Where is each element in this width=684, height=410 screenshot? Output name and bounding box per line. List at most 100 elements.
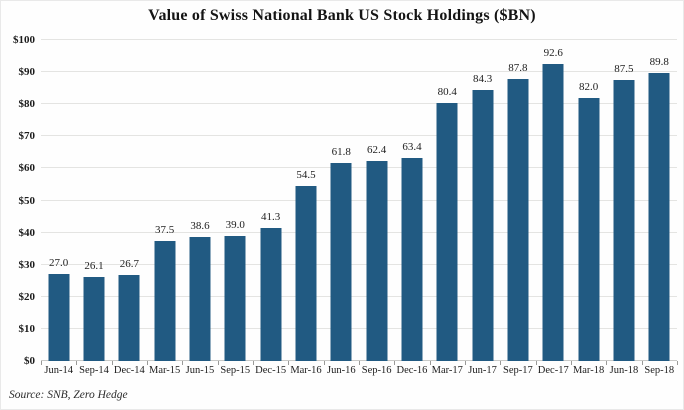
bar-mar-17 xyxy=(436,102,458,361)
x-axis-tick xyxy=(217,361,219,365)
bar-slot: 80.4 xyxy=(430,40,465,361)
bar-value-label: 61.8 xyxy=(331,145,351,158)
x-tick-label: Sep-16 xyxy=(361,365,392,376)
x-axis-tick xyxy=(323,361,325,365)
x-axis-tick xyxy=(359,361,360,365)
bar-value-label: 41.3 xyxy=(261,211,281,224)
y-axis: $0 $10 $20 $30 $40 $50 $60 $70 $80 $90 $100 xyxy=(1,34,37,367)
bar-jun-17 xyxy=(472,90,494,361)
bar-slot: 26.7 xyxy=(112,40,147,361)
x-tick-label: Mar-15 xyxy=(149,365,181,376)
bar-value-label: 54.5 xyxy=(296,169,316,182)
x-tick-label: Mar-16 xyxy=(290,365,322,376)
x-tick-label: Jun-14 xyxy=(44,365,73,376)
x-tick-label: Mar-17 xyxy=(431,365,463,376)
bar-slot: 62.4 xyxy=(359,40,394,361)
x-axis-tick xyxy=(465,361,466,365)
y-tick-label: $50 xyxy=(18,194,36,207)
x-tick-label: Jun-18 xyxy=(609,365,639,376)
x-axis: Jun-14 Sep-14 Dec-14 Mar-15 Jun-15 Sep-15 Dec-… xyxy=(41,365,677,376)
bar-slot: 87.8 xyxy=(500,40,535,361)
bar-value-label: 89.8 xyxy=(649,55,669,68)
bar-mar-16 xyxy=(295,186,317,361)
x-axis-tick xyxy=(76,361,78,365)
bar-value-label: 84.3 xyxy=(472,73,493,86)
bar-slot: 38.6 xyxy=(182,40,217,361)
bar-slot: 84.3 xyxy=(465,40,500,361)
y-tick-label: $60 xyxy=(18,162,36,175)
x-axis-tick xyxy=(41,361,42,365)
x-tick-label: Jun-15 xyxy=(185,365,215,376)
bar-value-label: 63.4 xyxy=(402,140,422,153)
x-axis-tick xyxy=(253,361,254,365)
gridline xyxy=(41,71,677,73)
bar-jun-14 xyxy=(48,274,70,361)
gridline xyxy=(41,360,677,361)
x-axis-tick xyxy=(535,361,537,365)
x-axis-tick xyxy=(111,361,113,365)
bar-value-label: 87.5 xyxy=(614,63,634,76)
gridline xyxy=(41,295,677,297)
x-axis-tick xyxy=(182,361,184,365)
gridline xyxy=(41,39,677,40)
bar-value-label: 27.0 xyxy=(49,257,69,270)
y-tick-label: $80 xyxy=(18,98,36,111)
x-axis-tick xyxy=(147,361,148,365)
bar-jun-16 xyxy=(330,162,352,361)
y-tick-label: $70 xyxy=(18,130,36,143)
gridline xyxy=(41,199,677,201)
x-axis-tick xyxy=(429,361,431,365)
gridline xyxy=(41,103,677,105)
bar-sep-15 xyxy=(224,235,246,361)
x-axis-tick xyxy=(677,361,678,365)
gridline xyxy=(41,231,677,233)
bar-value-label: 62.4 xyxy=(366,143,387,156)
y-tick-label: $10 xyxy=(18,322,36,335)
x-tick-label: Dec-14 xyxy=(113,365,145,376)
bar-slot: 37.5 xyxy=(147,40,182,361)
bar-slot: 82.0 xyxy=(571,40,606,361)
bar-sep-18 xyxy=(648,72,670,361)
y-tick-label: $30 xyxy=(18,258,36,271)
bar-value-label: 82.0 xyxy=(578,80,599,93)
bar-value-label: 37.5 xyxy=(155,223,175,236)
x-axis-tick xyxy=(641,361,643,365)
bar-sep-17 xyxy=(507,79,529,361)
bar-slot: 89.8 xyxy=(642,40,677,361)
bar-slot: 54.5 xyxy=(288,40,323,361)
bar-slot: 87.5 xyxy=(606,40,641,361)
y-tick-label: $20 xyxy=(18,290,36,303)
gridline xyxy=(41,263,677,265)
bar-mar-15 xyxy=(154,240,176,361)
x-tick-label: Sep-17 xyxy=(503,365,533,376)
x-tick-label: Sep-14 xyxy=(79,365,109,376)
x-axis-tick xyxy=(606,361,608,365)
x-tick-label: Sep-18 xyxy=(644,365,675,376)
x-tick-label: Dec-16 xyxy=(396,365,428,376)
bars-row: 27.0 26.1 26.7 37.5 38.6 39.0 41.3 54.5 61.8 62.4… xyxy=(41,40,677,361)
bar-dec-16 xyxy=(401,157,423,361)
bar-value-label: 92.6 xyxy=(543,46,563,59)
bar-dec-15 xyxy=(260,228,282,361)
bar-slot: 27.0 xyxy=(41,40,76,361)
x-axis-tick xyxy=(288,361,290,365)
bar-mar-18 xyxy=(578,97,600,361)
y-tick-label: $0 xyxy=(24,355,35,367)
gridline xyxy=(41,167,677,169)
bar-sep-14 xyxy=(83,277,105,361)
bar-slot: 41.3 xyxy=(253,40,288,361)
x-axis-tick xyxy=(571,361,572,365)
bar-slot: 92.6 xyxy=(536,40,571,361)
x-tick-label: Sep-15 xyxy=(220,365,251,376)
chart-title: Value of Swiss National Bank US Stock Ho… xyxy=(148,7,536,24)
x-axis-tick xyxy=(500,361,502,365)
x-tick-label: Jun-16 xyxy=(326,365,356,376)
x-axis-tick xyxy=(394,361,396,365)
bar-slot: 63.4 xyxy=(394,40,429,361)
bar-value-label: 26.7 xyxy=(119,258,139,271)
x-tick-label: Jun-17 xyxy=(468,365,497,376)
bar-jun-15 xyxy=(189,237,211,361)
bar-slot: 61.8 xyxy=(324,40,359,361)
source-note: Source: SNB, Zero Hedge xyxy=(9,389,128,401)
